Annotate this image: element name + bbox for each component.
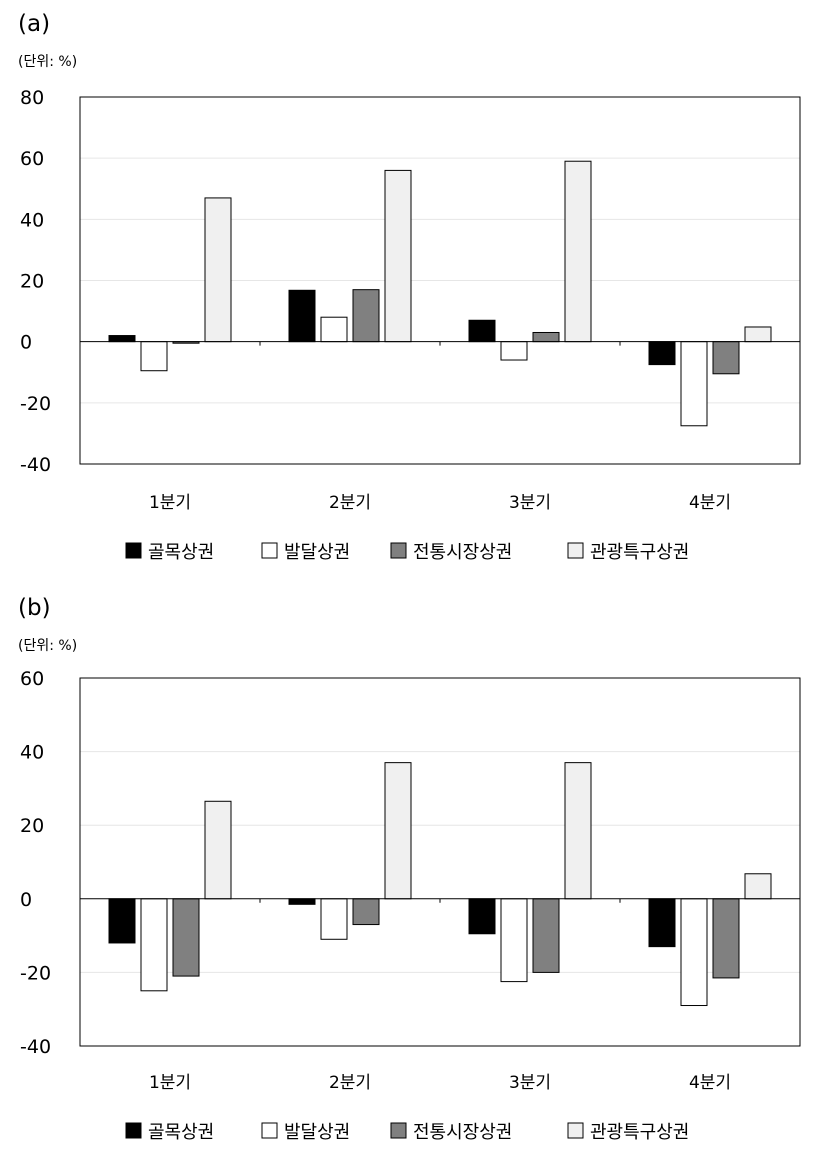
y-tick-label: -40 xyxy=(20,1036,51,1058)
panel-label: (b) xyxy=(18,595,51,621)
x-tick-label: 1분기 xyxy=(149,493,191,513)
unit-label: (단위: %) xyxy=(18,638,77,654)
x-tick-label: 3분기 xyxy=(509,1073,551,1093)
panel-label: (a) xyxy=(18,11,50,37)
bar xyxy=(384,762,412,900)
bar xyxy=(468,319,496,343)
bar xyxy=(288,898,316,905)
bar xyxy=(288,289,316,343)
legend-label: 관광특구상권 xyxy=(590,542,689,563)
bar xyxy=(204,800,232,900)
x-tick-label: 4분기 xyxy=(689,1073,731,1093)
legend-label: 골목상권 xyxy=(148,1122,214,1143)
bar xyxy=(648,898,676,948)
legend-swatch xyxy=(390,1122,407,1139)
bar xyxy=(532,898,560,973)
unit-label: (단위: %) xyxy=(18,54,77,70)
legend-label: 관광특구상권 xyxy=(590,1122,689,1143)
bar xyxy=(564,160,592,343)
x-tick-label: 4분기 xyxy=(689,493,731,513)
bar xyxy=(500,341,528,361)
y-tick-label: 80 xyxy=(20,87,44,109)
bar xyxy=(680,341,708,427)
plot-area xyxy=(79,96,801,465)
y-tick-label: 40 xyxy=(20,742,44,764)
bar xyxy=(384,169,412,343)
bar xyxy=(564,762,592,900)
y-tick-label: 60 xyxy=(20,668,44,690)
bar xyxy=(140,341,168,372)
bar xyxy=(320,898,348,940)
legend-swatch xyxy=(261,1122,278,1139)
bar xyxy=(468,898,496,935)
y-tick-label: 60 xyxy=(20,148,44,170)
legend-label: 발달상권 xyxy=(284,1122,350,1143)
bar xyxy=(532,331,560,343)
legend-swatch xyxy=(125,542,142,559)
bar xyxy=(108,335,136,343)
legend: 골목상권 발달상권 전통시장상권 관광특구상권 xyxy=(125,1122,689,1143)
chart-panel-a: (a) (단위: %) 80 60 40 20 0 -20 -40 1분기 2분기 3분기 4분기골목상… xyxy=(18,11,801,563)
legend-label: 골목상권 xyxy=(148,542,214,563)
legend: 골목상권 발달상권 전통시장상권 관광특구상권 xyxy=(125,542,689,563)
y-tick-label: -20 xyxy=(20,962,51,984)
bar xyxy=(320,316,348,343)
bar xyxy=(108,898,136,944)
legend-label: 전통시장상권 xyxy=(413,542,512,563)
legend-swatch xyxy=(567,542,584,559)
bar xyxy=(352,898,380,926)
bar xyxy=(712,341,740,375)
legend-label: 발달상권 xyxy=(284,542,350,563)
bar xyxy=(140,898,168,992)
y-tick-label: 40 xyxy=(20,209,44,231)
legend-swatch xyxy=(125,1122,142,1139)
legend-swatch xyxy=(567,1122,584,1139)
y-tick-label: 0 xyxy=(20,889,32,911)
bar xyxy=(680,898,708,1007)
bar xyxy=(648,341,676,366)
bar xyxy=(712,898,740,979)
y-tick-label: 20 xyxy=(20,271,44,293)
x-tick-label: 1분기 xyxy=(149,1073,191,1093)
bar xyxy=(172,898,200,977)
x-tick-label: 2분기 xyxy=(329,1073,371,1093)
x-tick-label: 3분기 xyxy=(509,493,551,513)
y-tick-label: -40 xyxy=(20,454,51,476)
legend-label: 전통시장상권 xyxy=(413,1122,512,1143)
legend-swatch xyxy=(390,542,407,559)
bar xyxy=(500,898,528,983)
bar xyxy=(744,326,772,343)
legend-swatch xyxy=(261,542,278,559)
plot-area xyxy=(79,677,801,1047)
bar xyxy=(744,873,772,900)
bar xyxy=(204,197,232,343)
y-tick-label: 20 xyxy=(20,815,44,837)
y-tick-label: 0 xyxy=(20,332,32,354)
y-tick-label: -20 xyxy=(20,393,51,415)
bar xyxy=(352,289,380,343)
x-tick-label: 2분기 xyxy=(329,493,371,513)
